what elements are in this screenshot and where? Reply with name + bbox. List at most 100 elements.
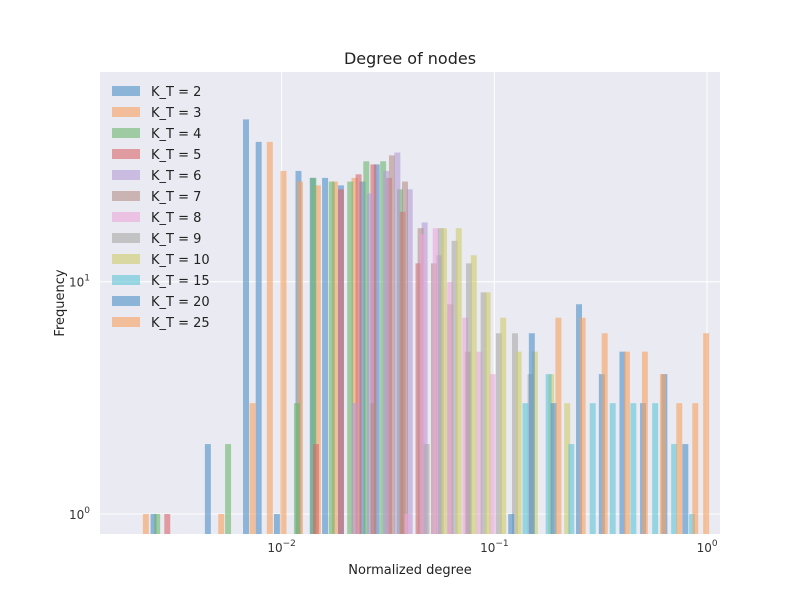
bar-series-9-bin-3 (589, 403, 596, 534)
bar-series-1-bin-1 (218, 513, 225, 534)
bar-series-4-bin-2 (383, 170, 390, 534)
bar-series-10-bin-5 (619, 351, 626, 534)
bar-series-5-bin-1 (388, 155, 395, 534)
bar-series-8-bin-8 (564, 403, 571, 534)
x-tick-label-1: 10−1 (480, 539, 509, 555)
bar-series-6-bin-5 (476, 351, 483, 534)
bar-series-3-bin-2 (337, 189, 344, 534)
bar-series-3-bin-4 (370, 164, 377, 535)
y-tick-label-0: 100 (69, 506, 90, 522)
bar-series-3-bin-1 (312, 444, 319, 534)
bar-series-11-bin-5 (659, 374, 666, 534)
legend-label-2: K_T = 4 (151, 127, 201, 142)
bar-series-2-bin-2 (293, 403, 300, 534)
bar-series-9-bin-1 (545, 374, 552, 534)
bar-series-6-bin-2 (432, 228, 439, 534)
bar-series-2-bin-6 (363, 161, 370, 534)
bar-series-1-bin-3 (266, 141, 273, 535)
bar-series-2-bin-1 (225, 444, 232, 534)
legend-swatch-10 (112, 296, 140, 306)
bar-series-2-bin-0 (154, 513, 161, 534)
bar-series-1-bin-5 (297, 181, 303, 534)
bar-series-2-bin-3 (310, 177, 317, 534)
bar-series-1-bin-2 (249, 403, 256, 534)
bar-series-8-bin-5 (515, 351, 522, 534)
x-tick-label-0: 10−2 (267, 539, 296, 555)
bar-series-11-bin-2 (601, 333, 608, 534)
bar-series-8-bin-3 (484, 292, 491, 534)
bar-series-4-bin-3 (394, 152, 401, 534)
legend-label-9: K_T = 15 (151, 274, 210, 289)
bar-series-6-bin-1 (419, 234, 426, 534)
bar-series-6-bin-0 (404, 513, 411, 534)
legend-swatch-2 (112, 128, 140, 138)
bar-series-5-bin-0 (370, 403, 377, 534)
bar-series-1-bin-4 (280, 170, 287, 534)
legend-swatch-6 (112, 212, 140, 222)
bar-series-7-bin-4 (480, 292, 487, 534)
bar-series-9-bin-8 (689, 513, 696, 534)
legend-swatch-9 (112, 275, 140, 285)
bar-series-11-bin-6 (676, 403, 683, 534)
bar-series-7-bin-5 (495, 333, 502, 534)
bar-series-9-bin-5 (630, 403, 637, 534)
legend: K_T = 2 K_T = 3 K_T = 4 K_T = 5 K_T = 6 K_T =… (112, 85, 210, 331)
bar-series-5-bin-2 (401, 181, 408, 534)
bar-series-2-bin-4 (328, 181, 335, 534)
bar-series-1-bin-0 (142, 513, 149, 534)
bar-series-9-bin-6 (652, 403, 659, 534)
bar-series-0-bin-1 (204, 444, 211, 534)
bar-series-9-bin-2 (568, 444, 575, 534)
bar-series-10-bin-3 (576, 304, 582, 534)
legend-label-1: K_T = 3 (151, 106, 201, 121)
bar-series-0-bin-4 (273, 513, 280, 534)
bar-series-3-bin-0 (164, 513, 171, 534)
bar-series-10-bin-2 (550, 403, 557, 534)
bar-series-11-bin-1 (579, 317, 586, 534)
x-tick-label-2: 100 (697, 539, 718, 555)
bar-series-2-bin-7 (380, 161, 387, 534)
legend-swatch-3 (112, 149, 140, 159)
legend-label-8: K_T = 10 (151, 253, 210, 268)
bar-series-1-bin-6 (314, 185, 321, 534)
legend-label-5: K_T = 7 (151, 190, 201, 205)
bar-series-8-bin-6 (531, 351, 538, 534)
legend-label-0: K_T = 2 (151, 85, 201, 100)
bar-series-1-bin-8 (351, 177, 358, 534)
bar-series-11-bin-8 (703, 333, 710, 534)
bar-series-0-bin-0 (150, 513, 157, 534)
legend-swatch-0 (112, 86, 140, 96)
bar-series-8-bin-4 (500, 317, 507, 534)
bar-series-7-bin-3 (466, 263, 472, 534)
bar-series-7-bin-6 (512, 333, 518, 534)
bar-series-0-bin-10 (373, 164, 380, 535)
bar-series-0-bin-3 (255, 141, 262, 535)
bar-series-3-bin-3 (355, 174, 362, 534)
y-tick-label-1: 101 (69, 274, 90, 290)
bar-series-4-bin-4 (406, 189, 413, 534)
tick-labels: 10−2 10−1 100 100 101 (69, 274, 718, 555)
bar-series-9-bin-0 (522, 403, 529, 534)
bar-series-8-bin-2 (470, 255, 477, 535)
bar-series-7-bin-2 (451, 240, 458, 534)
chart-title: Degree of nodes (344, 49, 476, 68)
bar-series-9-bin-7 (671, 444, 678, 534)
legend-swatch-5 (112, 191, 140, 201)
legend-swatch-1 (112, 107, 140, 117)
bar-series-11-bin-3 (623, 351, 630, 534)
bar-series-8-bin-0 (441, 228, 448, 534)
bar-series-10-bin-1 (528, 333, 535, 534)
bar-series-0-bin-7 (322, 177, 329, 534)
bar-series-1-bin-7 (331, 181, 338, 534)
bar-series-9-bin-4 (609, 403, 616, 534)
bar-series-6-bin-4 (462, 317, 469, 534)
bar-series-2-bin-5 (347, 181, 354, 534)
bar-series-10-bin-0 (508, 513, 515, 534)
bar-series-0-bin-2 (243, 119, 249, 534)
legend-swatch-4 (112, 170, 140, 180)
bar-series-4-bin-1 (366, 193, 373, 534)
legend-label-7: K_T = 9 (151, 232, 201, 247)
bar-series-11-bin-0 (555, 317, 562, 534)
legend-label-11: K_T = 25 (151, 316, 210, 331)
legend-label-6: K_T = 8 (151, 211, 201, 226)
